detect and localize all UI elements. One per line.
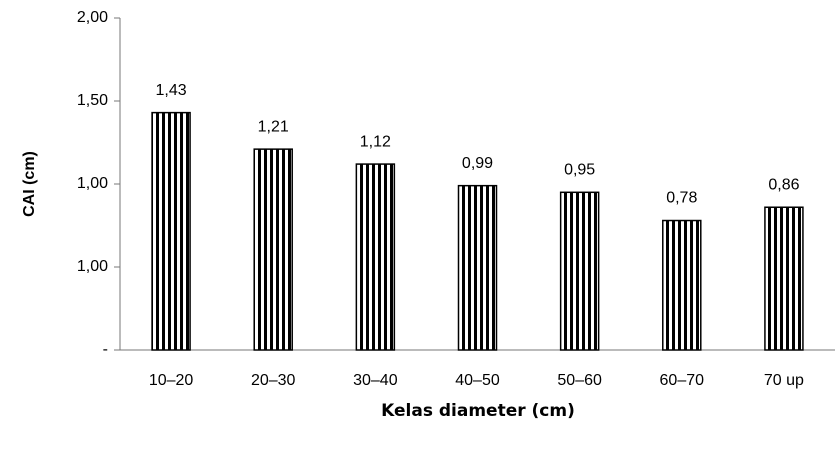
value-label: 0,99: [462, 155, 493, 172]
x-tick-label: 30–40: [353, 372, 398, 389]
y-tick-label: 2,00: [77, 9, 108, 26]
bar: [457, 184, 498, 351]
value-label: 1,21: [258, 118, 289, 135]
value-label: 0,95: [564, 162, 595, 179]
y-axis-title: CAI (cm): [21, 151, 38, 217]
y-tick-label: 1,00: [77, 175, 108, 192]
bar: [559, 191, 600, 351]
x-axis-title: Kelas diameter (cm): [381, 401, 575, 421]
bar: [355, 163, 396, 351]
x-tick-label: 40–50: [455, 372, 500, 389]
value-label: 1,43: [156, 82, 187, 99]
x-tick-label: 20–30: [251, 372, 296, 389]
bar: [662, 219, 702, 351]
bar: [151, 111, 191, 351]
y-tick-label: 1,50: [77, 92, 108, 109]
value-label: 0,78: [666, 190, 697, 207]
x-tick-label: 70 up: [764, 372, 804, 389]
y-tick-label: 1,00: [77, 258, 108, 275]
x-tick-label: 60–70: [660, 372, 705, 389]
bar: [253, 148, 293, 351]
value-label: 0,86: [768, 176, 799, 193]
x-tick-label: 50–60: [557, 372, 602, 389]
x-tick-label: 10–20: [149, 372, 194, 389]
y-tick-label: -: [103, 341, 108, 358]
bar: [764, 206, 804, 351]
value-label: 1,12: [360, 133, 391, 150]
